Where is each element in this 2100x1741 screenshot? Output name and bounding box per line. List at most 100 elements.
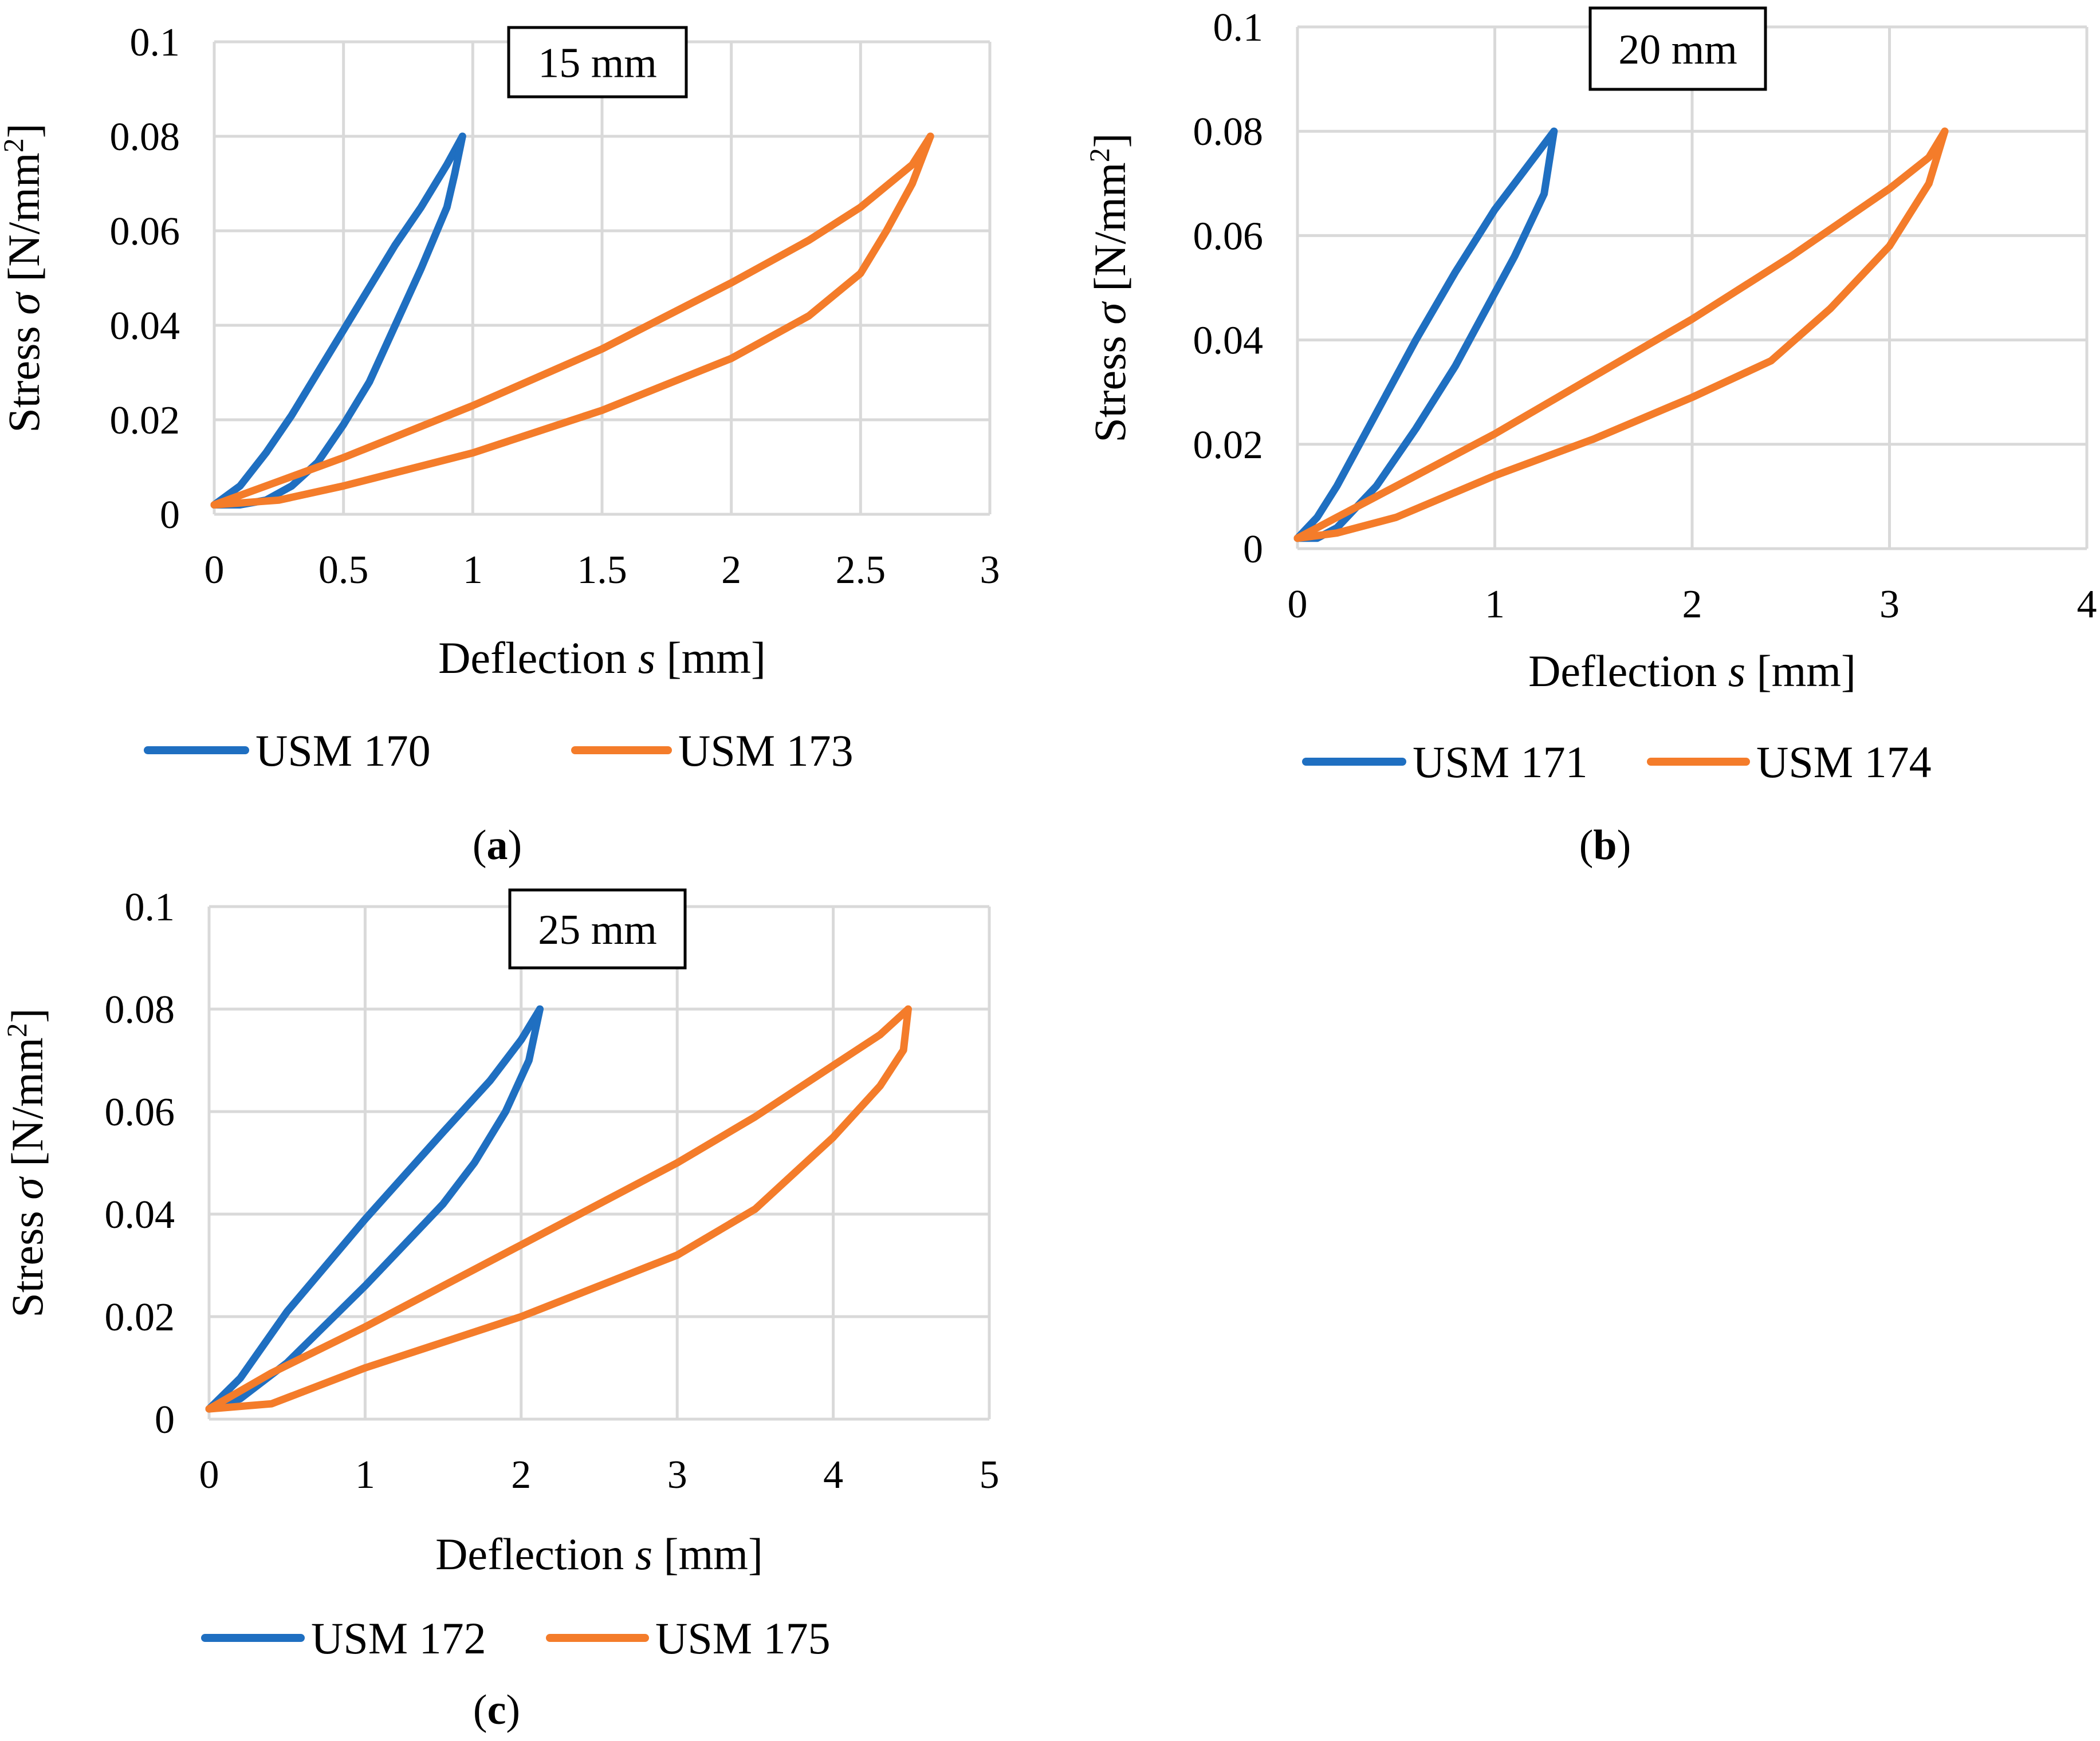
x-axis-label: Deflection s [mm] bbox=[1528, 646, 1856, 696]
grid bbox=[1296, 25, 2089, 550]
y-axis-label-sup: 2 bbox=[1, 1023, 33, 1037]
y-axis-label: Stress σ [N/mm2] bbox=[1, 1008, 52, 1317]
y-tick-label: 0 bbox=[160, 493, 180, 537]
y-tick-label: 0.04 bbox=[110, 304, 180, 348]
panel-label-close: ) bbox=[506, 1687, 520, 1734]
series-group bbox=[1293, 127, 1949, 542]
y-axis-label-close: ] bbox=[0, 123, 49, 138]
y-tick-label: 0.02 bbox=[105, 1295, 175, 1340]
series-1-unloading-line bbox=[1293, 127, 1949, 542]
legend: USM 171 USM 174 bbox=[1302, 737, 1932, 787]
y-axis-label-close: ] bbox=[2, 1008, 52, 1023]
panel-c: 0 1 2 3 4 5 0 0.02 0.04 0.06 0.08 0.1 Deflection s [… bbox=[1, 885, 1000, 1734]
x-tick-label: 5 bbox=[980, 1453, 1000, 1497]
series-1-unloading-line bbox=[205, 1005, 912, 1413]
y-tick-label: 0.08 bbox=[1193, 110, 1264, 154]
y-tick-label: 0.06 bbox=[105, 1090, 175, 1135]
y-tick-label: 0.08 bbox=[105, 988, 175, 1032]
panel-label-letter: b bbox=[1593, 822, 1617, 869]
y-axis-label-text: Stress bbox=[1085, 325, 1135, 443]
legend-label: USM 173 bbox=[678, 726, 854, 775]
series-0-unloading-line bbox=[210, 132, 466, 509]
x-axis-label-text: Deflection bbox=[435, 1529, 635, 1579]
x-tick-label: 4 bbox=[2077, 582, 2097, 627]
panel-label-letter: c bbox=[487, 1687, 506, 1734]
series-1-loading-line bbox=[205, 1005, 912, 1413]
y-tick-label: 0 bbox=[1243, 527, 1263, 572]
y-axis-label-unit: [N/mm bbox=[2, 1037, 52, 1177]
chart-title-box bbox=[1588, 6, 1767, 91]
panel-label-open: ( bbox=[1579, 822, 1594, 869]
x-tick-label: 0 bbox=[1288, 582, 1308, 627]
x-axis-label-unit: [mm] bbox=[652, 1529, 763, 1579]
series-group bbox=[205, 1005, 912, 1413]
legend-label: USM 170 bbox=[255, 726, 431, 775]
series-1-loading-line bbox=[210, 132, 934, 509]
y-tick-label: 0 bbox=[155, 1398, 175, 1442]
y-axis-label-unit: [N/mm bbox=[0, 152, 49, 293]
y-axis-label-sup: 2 bbox=[1083, 148, 1115, 162]
x-axis-label: Deflection s [mm] bbox=[435, 1529, 763, 1579]
y-axis-label-close: ] bbox=[1085, 133, 1135, 148]
tick-labels: 0 1 2 3 4 0 0.02 0.04 0.06 0.08 0.1 bbox=[1193, 6, 2097, 627]
x-axis-label-unit: [mm] bbox=[655, 633, 766, 683]
panel-label-open: ( bbox=[473, 822, 487, 869]
series-group bbox=[210, 132, 934, 509]
x-axis-label-symbol: s bbox=[638, 633, 655, 683]
x-axis-label-unit: [mm] bbox=[1745, 646, 1856, 696]
x-tick-label: 4 bbox=[823, 1453, 843, 1497]
panel-label-open: ( bbox=[473, 1687, 487, 1734]
x-tick-label: 2 bbox=[721, 548, 741, 592]
x-tick-label: 1 bbox=[463, 548, 483, 592]
panel-a: 0 0.5 1 1.5 2 2.5 3 0 0.02 0.04 0.06 0.08 0.1 Deflect… bbox=[0, 21, 1000, 869]
series-1-loading-line bbox=[1293, 127, 1949, 542]
x-tick-label: 3 bbox=[980, 548, 1000, 592]
legend-label: USM 171 bbox=[1413, 737, 1588, 787]
panel-label: (b) bbox=[1579, 822, 1631, 869]
x-tick-label: 1.5 bbox=[577, 548, 627, 592]
panel-label-close: ) bbox=[508, 822, 522, 869]
y-tick-label: 0.1 bbox=[130, 21, 180, 65]
legend: USM 170 USM 173 bbox=[144, 726, 854, 775]
x-axis-label-symbol: s bbox=[1728, 646, 1745, 696]
legend-label: USM 172 bbox=[311, 1613, 486, 1663]
x-tick-label: 2 bbox=[1682, 582, 1702, 627]
series-0-loading-line bbox=[210, 132, 466, 509]
y-axis-label-text: Stress bbox=[0, 315, 49, 433]
x-axis-label: Deflection s [mm] bbox=[438, 633, 766, 683]
x-tick-label: 1 bbox=[355, 1453, 375, 1497]
x-axis-label-text: Deflection bbox=[1528, 646, 1728, 696]
panel-label-letter: a bbox=[487, 822, 508, 869]
x-axis-label-text: Deflection bbox=[438, 633, 638, 683]
y-axis-label: Stress σ [N/mm2] bbox=[0, 123, 49, 432]
y-tick-label: 0.06 bbox=[1193, 214, 1264, 258]
x-tick-label: 2 bbox=[511, 1453, 531, 1497]
y-axis-label-symbol: σ bbox=[2, 1176, 52, 1200]
series-1-unloading-line bbox=[210, 132, 934, 509]
panel-b: 0 1 2 3 4 0 0.02 0.04 0.06 0.08 0.1 Deflection s [m… bbox=[1083, 6, 2097, 869]
panel-label: (c) bbox=[473, 1687, 520, 1734]
y-axis-label-symbol: σ bbox=[0, 292, 49, 315]
y-tick-label: 0.02 bbox=[110, 399, 180, 443]
y-axis-label-unit: [N/mm bbox=[1085, 162, 1135, 302]
x-tick-label: 0 bbox=[205, 548, 225, 592]
series-0-unloading-line bbox=[205, 1005, 544, 1413]
y-axis-label-sup: 2 bbox=[0, 138, 29, 152]
x-tick-label: 1 bbox=[1485, 582, 1505, 627]
x-axis-label-symbol: s bbox=[635, 1529, 652, 1579]
chart-title-box bbox=[507, 26, 688, 99]
tick-labels: 0 0.5 1 1.5 2 2.5 3 0 0.02 0.04 0.06 0.08 0.1 bbox=[110, 21, 1000, 592]
legend-label: USM 174 bbox=[1756, 737, 1932, 787]
x-tick-label: 0 bbox=[199, 1453, 219, 1497]
legend: USM 172 USM 175 bbox=[201, 1613, 831, 1663]
x-tick-label: 3 bbox=[667, 1453, 687, 1497]
y-tick-label: 0.1 bbox=[125, 885, 175, 929]
panel-label: (a) bbox=[473, 822, 522, 869]
x-tick-label: 0.5 bbox=[318, 548, 369, 592]
series-0-loading-line bbox=[205, 1005, 544, 1413]
x-tick-label: 2.5 bbox=[836, 548, 886, 592]
y-tick-label: 0.04 bbox=[105, 1193, 175, 1237]
y-axis-label: Stress σ [N/mm2] bbox=[1083, 133, 1135, 442]
y-axis-label-text: Stress bbox=[2, 1200, 52, 1318]
y-tick-label: 0.02 bbox=[1193, 423, 1264, 467]
